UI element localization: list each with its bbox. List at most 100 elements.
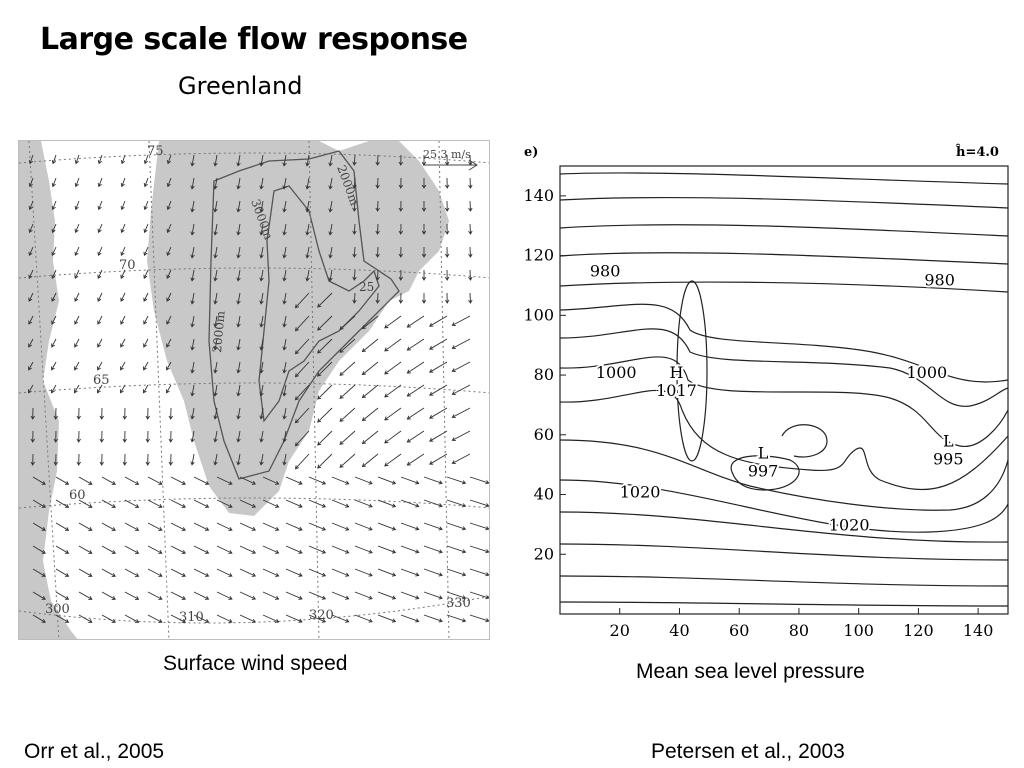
wind-arrow bbox=[99, 453, 104, 466]
wind-arrow bbox=[354, 545, 373, 554]
wind-arrow bbox=[216, 522, 233, 531]
wind-arrow bbox=[305, 246, 310, 259]
wind-arrow bbox=[97, 292, 103, 302]
wind-arrow bbox=[147, 614, 163, 623]
wind-arrow bbox=[444, 292, 450, 304]
wind-arrow bbox=[143, 177, 149, 188]
wind-arrow bbox=[259, 269, 264, 282]
wind-arrow bbox=[213, 384, 218, 397]
wind-arrow bbox=[331, 568, 350, 577]
wind-arrow bbox=[398, 200, 404, 212]
wind-arrow bbox=[124, 591, 140, 600]
wind-arrow bbox=[400, 499, 420, 508]
wind-arrow bbox=[308, 522, 327, 531]
contour-value-label: 1020 bbox=[829, 515, 870, 534]
wind-arrow bbox=[236, 269, 241, 282]
wind-arrow bbox=[145, 453, 150, 466]
wind-vector-field bbox=[27, 154, 489, 623]
wind-arrow bbox=[259, 223, 264, 236]
wind-arrow bbox=[468, 246, 473, 258]
wind-arrow bbox=[328, 200, 333, 213]
wind-arrow bbox=[213, 338, 218, 351]
wind-arrow bbox=[213, 292, 218, 305]
wind-arrow bbox=[28, 200, 34, 211]
wind-arrow bbox=[469, 499, 489, 508]
wind-arrow bbox=[446, 476, 467, 485]
wind-arrow bbox=[262, 476, 280, 485]
pressure-contour-line bbox=[559, 328, 1009, 407]
wind-arrow bbox=[352, 154, 357, 166]
pressure-contour-line bbox=[559, 252, 1009, 265]
wind-arrow bbox=[143, 154, 149, 165]
wind-arrow bbox=[51, 361, 57, 371]
wind-arrow bbox=[97, 177, 103, 188]
wind-arrow bbox=[406, 453, 425, 466]
wind-arrow bbox=[213, 154, 218, 167]
wind-arrow bbox=[308, 499, 327, 508]
wind-arrow bbox=[28, 154, 34, 165]
wind-arrow bbox=[361, 453, 379, 468]
wind-arrow bbox=[55, 614, 70, 623]
x-tick-label: 80 bbox=[789, 621, 809, 640]
wind-arrow bbox=[446, 522, 467, 531]
pressure-contour-line bbox=[559, 601, 1009, 607]
wind-arrow bbox=[193, 545, 210, 554]
wind-arrow bbox=[305, 269, 310, 282]
wind-arrow bbox=[239, 476, 257, 485]
wind-arrow bbox=[421, 177, 427, 189]
wind-arrow bbox=[124, 545, 140, 554]
wind-arrow bbox=[354, 522, 373, 531]
wind-arrow bbox=[97, 246, 103, 257]
wind-arrow bbox=[421, 200, 427, 212]
wind-arrow bbox=[236, 154, 241, 167]
wind-arrow bbox=[166, 315, 172, 325]
wind-arrow bbox=[51, 200, 57, 211]
wind-arrow bbox=[53, 430, 58, 443]
wind-arrow bbox=[339, 430, 356, 445]
wind-arrow bbox=[74, 292, 80, 302]
x-tick-label: 120 bbox=[903, 621, 934, 640]
wind-arrow bbox=[101, 614, 116, 623]
wind-arrow bbox=[294, 407, 310, 424]
wind-arrow bbox=[259, 430, 264, 443]
wind-arrow bbox=[120, 154, 126, 165]
wind-arrow bbox=[308, 476, 327, 485]
wind-arrow bbox=[259, 384, 264, 397]
wind-arrow bbox=[30, 453, 35, 466]
wind-arrow bbox=[331, 591, 350, 600]
wind-arrow bbox=[294, 292, 310, 309]
pressure-contour-line bbox=[559, 303, 1009, 383]
wind-arrow bbox=[317, 315, 333, 331]
wind-arrow bbox=[51, 177, 57, 188]
wind-arrow bbox=[282, 269, 287, 282]
wind-arrow bbox=[143, 361, 149, 371]
longitude-line bbox=[148, 141, 170, 639]
wind-arrow bbox=[236, 200, 241, 213]
wind-arrow bbox=[166, 292, 172, 302]
wind-arrow bbox=[74, 177, 80, 188]
wind-arrow bbox=[384, 338, 402, 352]
wind-arrow bbox=[236, 292, 241, 305]
right-figure-reference: Petersen et al., 2003 bbox=[651, 740, 845, 763]
y-tick-label: 60 bbox=[534, 425, 554, 444]
wind-arrow bbox=[170, 591, 186, 600]
wind-arrow bbox=[400, 568, 420, 577]
y-tick-label: 40 bbox=[534, 485, 554, 504]
wind-arrow bbox=[101, 476, 116, 485]
wind-arrow bbox=[451, 407, 471, 418]
wind-arrow bbox=[259, 154, 264, 167]
wind-arrow bbox=[74, 223, 80, 234]
wind-arrow bbox=[328, 269, 333, 282]
wind-arrow bbox=[469, 476, 489, 485]
wind-arrow bbox=[282, 430, 287, 443]
pressure-contour-line bbox=[559, 172, 1009, 185]
wind-arrow bbox=[120, 246, 126, 257]
wind-arrow bbox=[259, 338, 264, 351]
wind-arrow bbox=[30, 430, 35, 443]
slide-subtitle: Greenland bbox=[178, 72, 303, 100]
wind-arrow bbox=[328, 223, 333, 236]
wind-arrow bbox=[124, 476, 140, 485]
wind-arrow bbox=[294, 384, 310, 401]
wind-arrow bbox=[239, 522, 257, 531]
wind-arrow bbox=[99, 407, 104, 420]
